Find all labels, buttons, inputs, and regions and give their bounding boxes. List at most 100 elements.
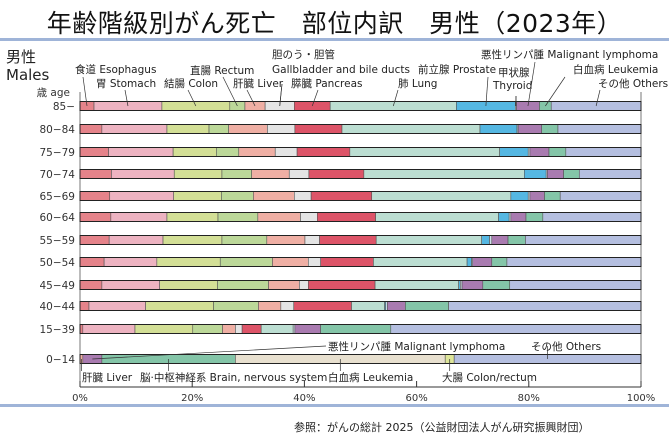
bar-segment xyxy=(510,212,527,222)
bar-segment xyxy=(448,301,642,311)
bar-segment xyxy=(329,101,457,111)
y-tick-label: 65−69 xyxy=(39,191,75,203)
bar-segment xyxy=(162,235,223,245)
bar-outline xyxy=(79,301,642,311)
bar-segment xyxy=(482,280,511,290)
bar-segment xyxy=(363,169,525,179)
bar-segment xyxy=(268,280,300,290)
bar-segment xyxy=(375,235,482,245)
bar-segment xyxy=(544,191,561,201)
bar-segment xyxy=(192,324,223,334)
bar-segment xyxy=(308,280,376,290)
bar-segment xyxy=(166,124,210,134)
bar-segment xyxy=(310,191,373,201)
bar-segment xyxy=(542,212,642,222)
bar-outline xyxy=(79,124,642,134)
bar-segment xyxy=(387,301,406,311)
bar-segment xyxy=(525,235,642,245)
bar-segment xyxy=(374,280,459,290)
bar-outline xyxy=(79,191,642,201)
bar-segment xyxy=(253,191,295,201)
bottom-divider xyxy=(0,404,669,407)
bar-segment xyxy=(134,324,194,334)
bar-segment xyxy=(320,324,392,334)
bar-segment xyxy=(260,324,294,334)
bar-segment xyxy=(525,212,544,222)
bar-segment xyxy=(296,147,351,157)
bar-segment xyxy=(541,124,559,134)
bar-segment xyxy=(108,147,174,157)
bar-segment xyxy=(371,191,512,201)
y-tick-label: 60−64 xyxy=(39,212,75,224)
bar-segment xyxy=(319,235,377,245)
leader-line xyxy=(92,345,327,360)
series-annotation: その他 Others xyxy=(598,77,668,90)
bar-segment xyxy=(108,235,164,245)
bar-segment xyxy=(472,257,493,267)
bar-segment xyxy=(293,301,352,311)
leader-line xyxy=(527,61,536,107)
bar-segment xyxy=(228,124,268,134)
bar-segment xyxy=(317,212,376,222)
bar-segment xyxy=(308,257,321,267)
bar-segment xyxy=(79,124,103,134)
bar-segment xyxy=(529,147,550,157)
bar-segment xyxy=(349,147,500,157)
bar-segment xyxy=(308,169,365,179)
bar-outline xyxy=(79,354,642,364)
bar-segment xyxy=(489,235,493,245)
bar-segment xyxy=(565,147,642,157)
leader-line xyxy=(545,76,566,107)
bar-outline xyxy=(79,280,642,290)
child-annotation: その他 Others xyxy=(531,340,601,353)
bar-segment xyxy=(173,191,222,201)
group-label-jp: 男性 xyxy=(6,48,36,66)
y-tick-label: 40−44 xyxy=(39,301,75,313)
x-tick-label: 40% xyxy=(293,393,315,404)
leader-line xyxy=(485,76,489,107)
bar-segment xyxy=(461,280,484,290)
y-tick-label: 85− xyxy=(53,101,75,113)
bar-segment xyxy=(244,101,266,111)
bar-segment xyxy=(294,324,321,334)
bar-segment xyxy=(241,324,262,334)
bar-segment xyxy=(257,212,301,222)
bar-segment xyxy=(524,169,547,179)
bar-segment xyxy=(145,301,214,311)
series-annotation: 悪性リンパ腫 Malignant lymphoma xyxy=(481,48,658,61)
bar-segment xyxy=(274,147,298,157)
bar-segment xyxy=(491,257,508,267)
bar-segment xyxy=(79,147,109,157)
bar-segment xyxy=(288,169,310,179)
bar-segment xyxy=(219,257,273,267)
series-annotation: 食道 Esophagus xyxy=(75,63,156,76)
child-annotation: 肝臓 Liver xyxy=(82,372,133,384)
bar-segment xyxy=(173,169,223,179)
x-tick-label: 20% xyxy=(181,393,203,404)
bar-segment xyxy=(498,212,510,222)
child-annotation: 脳·中枢神経系 Brain, nervous system xyxy=(140,371,327,384)
bar-outline xyxy=(79,212,642,222)
bar-segment xyxy=(221,235,268,245)
bar-segment xyxy=(79,280,103,290)
bar-segment xyxy=(299,280,309,290)
bar-segment xyxy=(559,191,642,201)
series-annotation: 直腸 Rectum xyxy=(190,64,254,77)
bar-segment xyxy=(101,124,168,134)
bar-segment xyxy=(300,212,318,222)
bar-segment xyxy=(266,235,306,245)
x-tick-label: 60% xyxy=(405,393,427,404)
bar-segment xyxy=(251,169,290,179)
leader-line xyxy=(124,89,129,107)
bar-segment xyxy=(578,169,642,179)
bar-segment xyxy=(390,324,642,334)
bar-segment xyxy=(294,124,343,134)
y-tick-label: 0−14 xyxy=(46,354,75,366)
leader-line xyxy=(82,76,88,107)
bar-segment xyxy=(481,235,490,245)
bar-segment xyxy=(517,124,543,134)
y-tick-label: 80−84 xyxy=(39,124,75,136)
y-tick-label: 75−79 xyxy=(39,147,75,159)
bar-segment xyxy=(373,257,468,267)
